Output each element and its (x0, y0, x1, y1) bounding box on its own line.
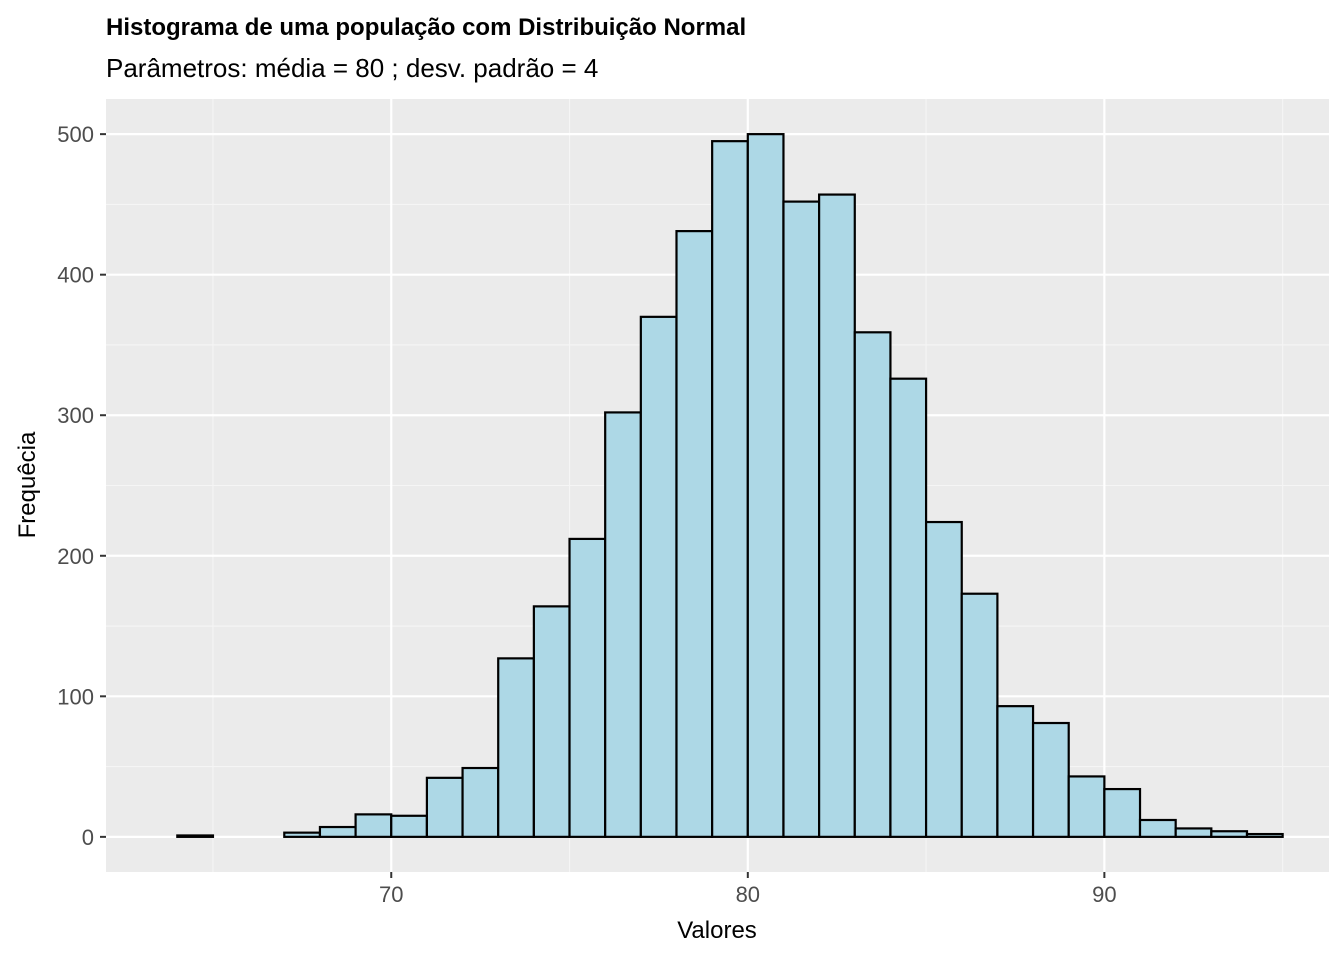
histogram-bar (354, 813, 393, 838)
histogram-bar (283, 831, 322, 838)
x-tick-label: 90 (1092, 882, 1116, 907)
histogram-bars (176, 133, 1284, 838)
y-axis: 0 100 200 300 400 500 (57, 122, 106, 850)
histogram-bar (746, 133, 785, 838)
histogram-bar (497, 657, 535, 838)
histogram-bar (924, 520, 963, 838)
y-axis-title: Frequêcia (14, 431, 41, 538)
histogram-bar (1067, 775, 1106, 838)
histogram-bar (425, 776, 464, 838)
histogram-bar (1138, 818, 1177, 838)
histogram-bar (889, 377, 928, 838)
chart-subtitle: Parâmetros: média = 80 ; desv. padrão = … (106, 53, 598, 83)
histogram-bar (176, 834, 215, 838)
histogram-bar (568, 537, 607, 838)
histogram-bar (461, 766, 500, 838)
histogram-bar (818, 193, 856, 838)
y-tick-label: 500 (57, 122, 94, 147)
histogram-bar (604, 411, 642, 838)
histogram-bar (960, 592, 999, 838)
chart-title: Histograma de uma população com Distribu… (106, 14, 746, 41)
histogram-bar (639, 315, 678, 838)
y-tick-label: 400 (57, 263, 94, 288)
x-tick-label: 70 (379, 882, 403, 907)
histogram-bar (1210, 830, 1249, 838)
histogram-bar (675, 230, 714, 838)
histogram-bar (853, 331, 892, 838)
histogram-bar (711, 140, 749, 838)
y-tick-label: 0 (82, 825, 94, 850)
y-tick-label: 100 (57, 684, 94, 709)
x-axis: 70 80 90 (379, 872, 1117, 907)
histogram-bar (390, 814, 429, 838)
y-tick-label: 200 (57, 544, 94, 569)
histogram-bar (1174, 827, 1213, 838)
histogram-bar (318, 825, 357, 838)
y-tick-label: 300 (57, 403, 94, 428)
histogram-bar (782, 200, 821, 838)
histogram-bar (996, 705, 1035, 838)
histogram-bar (1245, 832, 1284, 838)
histogram-bar (532, 605, 571, 838)
histogram-bar (1103, 787, 1142, 838)
x-axis-title: Valores (677, 917, 757, 944)
histogram-bar (1031, 721, 1070, 838)
x-tick-label: 80 (736, 882, 760, 907)
